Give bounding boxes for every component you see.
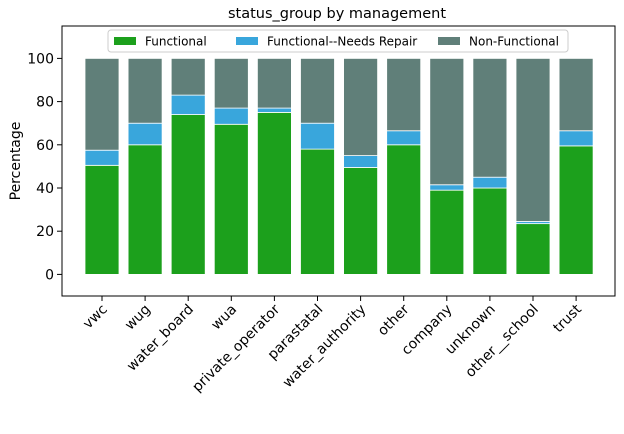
bar-functional-needs-repair-parastatal — [300, 122, 335, 150]
bar-non-functional-parastatal — [300, 58, 335, 124]
bar-functional-needs-repair-company — [429, 184, 465, 191]
plot-frame — [61, 25, 616, 297]
bar-functional-wua — [213, 123, 249, 275]
y-tick-label: 100 — [27, 51, 54, 67]
bar-non-functional-trust — [558, 58, 594, 132]
legend-label: Functional--Needs Repair — [267, 35, 417, 49]
bar-non-functional-wua — [213, 58, 249, 109]
bar-non-functional-water-board — [170, 58, 206, 96]
bar-functional-wug — [127, 144, 163, 275]
y-tick-label: 80 — [36, 95, 54, 111]
bar-functional-water-board — [170, 114, 206, 275]
y-axis-label: Percentage — [8, 122, 24, 201]
legend-label: Non-Functional — [469, 35, 559, 49]
bar-non-functional-unknown — [472, 58, 508, 178]
bar-functional-unknown — [472, 187, 508, 275]
x-tick-label: wua — [208, 302, 240, 334]
bar-non-functional-wug — [127, 58, 163, 124]
y-axis: 0 20 40 60 80 100 — [27, 51, 62, 283]
chart-title: status_group by management — [228, 6, 446, 22]
bar-functional-needs-repair-unknown — [472, 176, 508, 189]
bar-non-functional-private-operator — [256, 58, 292, 109]
legend-box — [107, 29, 569, 53]
bar-functional-needs-repair-wug — [127, 122, 163, 146]
legend-swatch — [114, 37, 136, 45]
y-tick-label: 20 — [36, 224, 54, 240]
legend-swatch — [438, 37, 460, 45]
bar-functional-needs-repair-water-authority — [343, 155, 379, 168]
legend-label: Functional — [145, 35, 207, 49]
bar-non-functional-other--school — [515, 58, 551, 222]
bar-functional-vwc — [84, 164, 120, 275]
bar-functional-trust — [558, 145, 594, 275]
bar-functional-parastatal — [300, 148, 335, 275]
bar-functional-water-authority — [343, 167, 379, 275]
x-tick-label: other — [375, 301, 413, 339]
bar-non-functional-company — [429, 58, 465, 186]
bars-group — [84, 58, 594, 275]
y-tick-label: 0 — [45, 267, 54, 283]
bar-functional-needs-repair-vwc — [84, 149, 120, 166]
legend-swatch — [236, 37, 258, 45]
bar-functional-private-operator — [256, 112, 292, 275]
x-tick-label: water_authority — [280, 302, 370, 392]
bar-functional-needs-repair-private-operator — [256, 107, 292, 113]
legend: Functional Functional--Needs Repair Non-Fu… — [107, 29, 569, 53]
y-tick-label: 40 — [36, 181, 54, 197]
bar-functional-needs-repair-water-board — [170, 94, 206, 115]
bar-non-functional-other — [386, 58, 422, 132]
x-tick-label: trust — [550, 301, 585, 336]
y-tick-label: 60 — [36, 138, 54, 154]
bar-functional-needs-repair-trust — [558, 130, 594, 147]
bar-functional-needs-repair-other — [386, 130, 422, 146]
x-tick-label: vwc — [80, 302, 111, 333]
bar-functional-other — [386, 144, 422, 275]
bar-functional-company — [429, 189, 465, 275]
bar-functional-needs-repair-wua — [213, 107, 249, 125]
bar-functional-other--school — [515, 223, 551, 275]
bar-non-functional-water-authority — [343, 58, 379, 156]
bar-non-functional-vwc — [84, 58, 120, 151]
x-tick-label: wug — [122, 302, 154, 334]
